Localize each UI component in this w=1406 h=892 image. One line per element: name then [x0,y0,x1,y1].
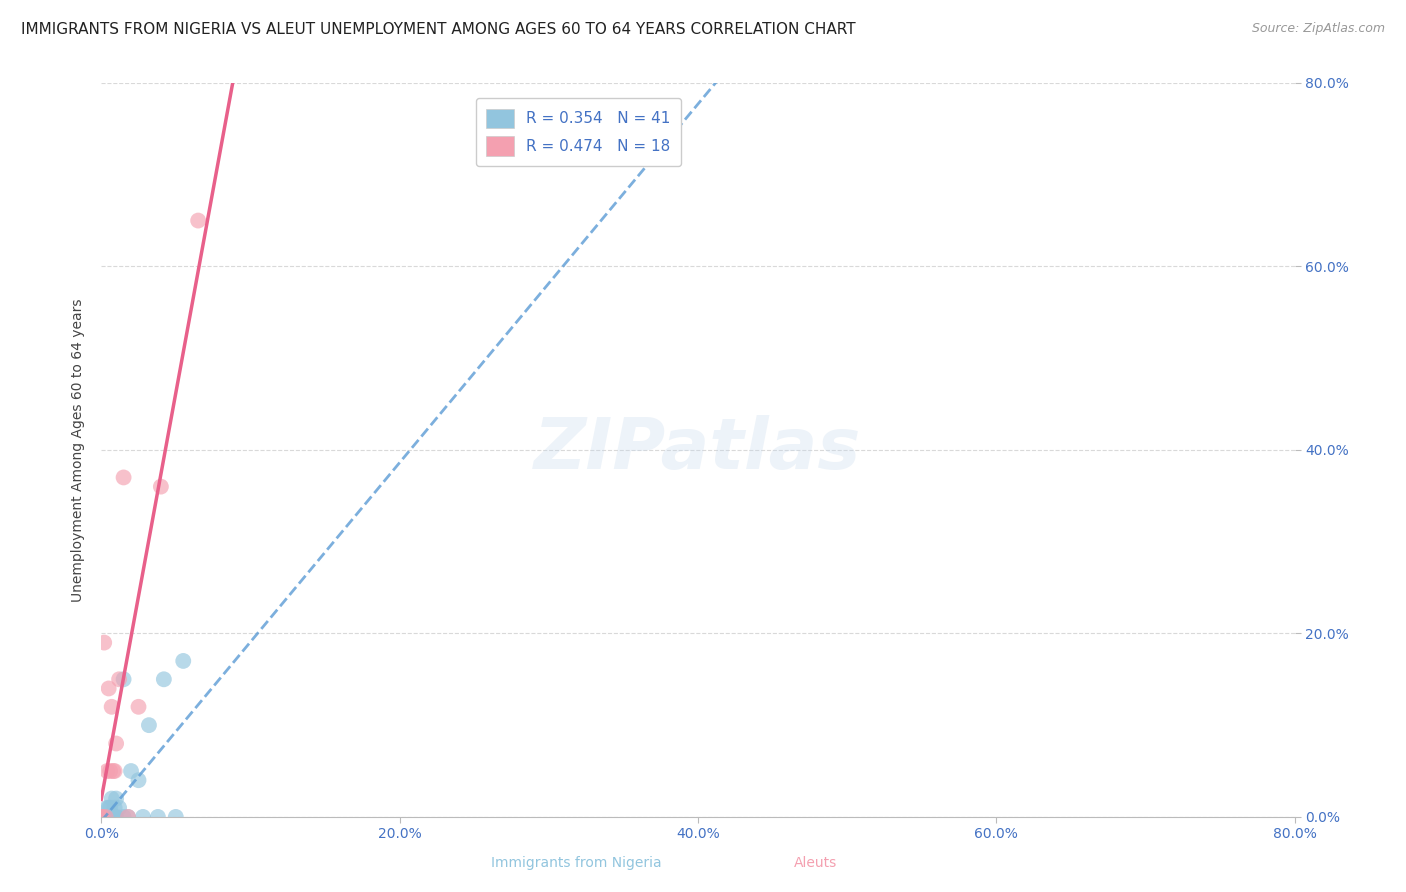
Point [112,673,135,687]
Text: ZIPatlas: ZIPatlas [534,416,862,484]
Point [94,810,117,824]
Point [108,673,131,687]
Point [93,810,115,824]
Point [90,810,112,824]
Point [165,810,187,824]
Point [108,801,131,815]
Point [97,810,120,824]
Point [101,810,124,824]
Point [105,810,128,824]
Point [120,764,142,778]
Point [96,810,118,824]
Point [91,810,114,824]
Point [105,791,128,805]
Point [94,810,117,824]
Point [90,810,112,824]
Point [94,810,117,824]
Point [117,810,139,824]
Y-axis label: Unemployment Among Ages 60 to 64 years: Unemployment Among Ages 60 to 64 years [72,298,86,602]
Point [187,213,209,227]
Legend: R = 0.354   N = 41, R = 0.474   N = 18: R = 0.354 N = 41, R = 0.474 N = 18 [475,98,682,166]
Point [112,810,135,824]
Point [98,801,121,815]
Text: Source: ZipAtlas.com: Source: ZipAtlas.com [1251,22,1385,36]
Point [100,810,122,824]
Point [98,764,121,778]
Text: IMMIGRANTS FROM NIGERIA VS ALEUT UNEMPLOYMENT AMONG AGES 60 TO 64 YEARS CORRELAT: IMMIGRANTS FROM NIGERIA VS ALEUT UNEMPLO… [21,22,856,37]
Point [104,810,127,824]
Point [101,810,124,824]
Point [128,773,150,788]
Point [90,810,112,824]
Point [132,810,155,824]
Point [149,480,172,494]
Point [172,654,194,668]
Point [91,810,114,824]
Point [96,810,118,824]
Point [90,810,112,824]
Point [97,681,120,696]
Point [101,764,124,778]
Point [104,764,127,778]
Point [96,801,118,815]
Point [96,764,118,778]
Point [105,737,128,751]
Point [98,810,121,824]
Point [104,801,127,815]
Point [117,810,139,824]
Point [93,635,115,649]
Point [97,801,120,815]
Point [97,810,120,824]
Point [93,810,115,824]
Point [128,699,150,714]
Text: Aleuts: Aleuts [794,855,837,870]
Point [100,699,122,714]
Point [112,470,135,484]
Point [138,718,160,732]
Point [93,810,115,824]
Point [100,810,122,824]
Point [94,810,117,824]
Point [100,791,122,805]
Point [93,810,115,824]
Point [91,810,114,824]
Point [153,673,176,687]
Point [91,810,114,824]
Text: Immigrants from Nigeria: Immigrants from Nigeria [491,855,662,870]
Point [146,810,169,824]
